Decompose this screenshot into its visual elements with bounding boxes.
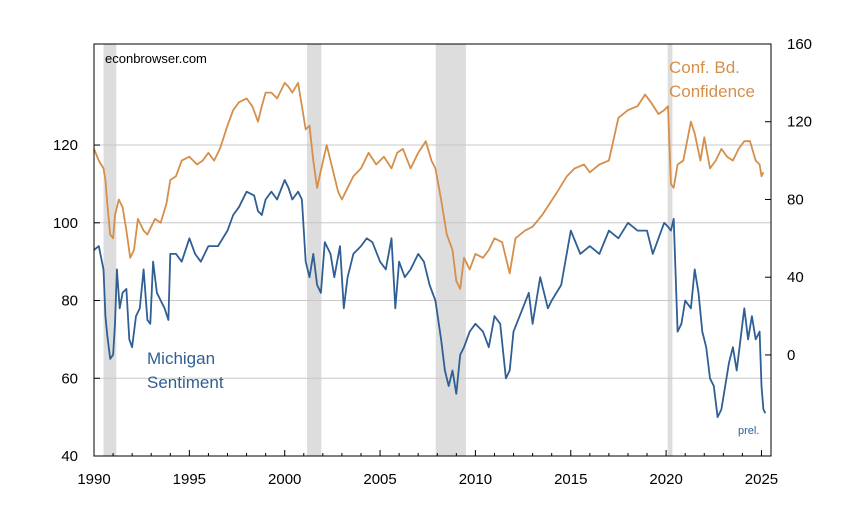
source-label: econbrowser.com	[105, 51, 207, 66]
right-tick-label-120: 120	[787, 114, 812, 131]
x-tick-label-2000: 2000	[268, 471, 301, 488]
gridlines	[94, 144, 771, 379]
right-tick-label-160: 160	[787, 36, 812, 53]
series-lines	[93, 82, 767, 419]
right-tick-label-40: 40	[787, 269, 804, 286]
left-tick-label-40: 40	[61, 448, 78, 465]
right-tick-label-80: 80	[787, 191, 804, 208]
left-y-axis: 40 60 80 100 120	[53, 137, 100, 465]
x-tick-label-2020: 2020	[649, 471, 682, 488]
conference-board-line	[93, 82, 765, 290]
x-tick-label-2015: 2015	[554, 471, 587, 488]
recession-bar-2	[435, 44, 466, 456]
prel-annotation: prel.	[738, 425, 759, 437]
conference-board-label-line2: Confidence	[669, 82, 755, 101]
x-tick-label-2025: 2025	[745, 471, 778, 488]
x-tick-label-1995: 1995	[173, 471, 206, 488]
recession-bar-3	[667, 44, 673, 456]
plot-frame	[93, 43, 772, 457]
recession-bar-0	[103, 44, 117, 456]
left-tick-label-120: 120	[53, 137, 78, 154]
x-tick-label-1990: 1990	[77, 471, 110, 488]
michigan-label-line2: Sentiment	[147, 373, 224, 392]
right-tick-label-0: 0	[787, 347, 795, 364]
michigan-label-line1: Michigan	[147, 349, 215, 368]
right-y-axis: 0 40 80 120 160	[765, 36, 812, 364]
x-axis: 1990 1995 2000 2005 2010 2015 2020 2025	[77, 450, 778, 488]
michigan-sentiment-line	[93, 179, 767, 419]
conference-board-label-line1: Conf. Bd.	[669, 58, 740, 77]
recession-shading	[103, 44, 673, 456]
left-tick-label-80: 80	[61, 293, 78, 310]
x-tick-label-2010: 2010	[459, 471, 492, 488]
left-tick-label-60: 60	[61, 370, 78, 387]
recession-bar-1	[307, 44, 322, 456]
x-tick-label-2005: 2005	[363, 471, 396, 488]
left-tick-label-100: 100	[53, 215, 78, 232]
